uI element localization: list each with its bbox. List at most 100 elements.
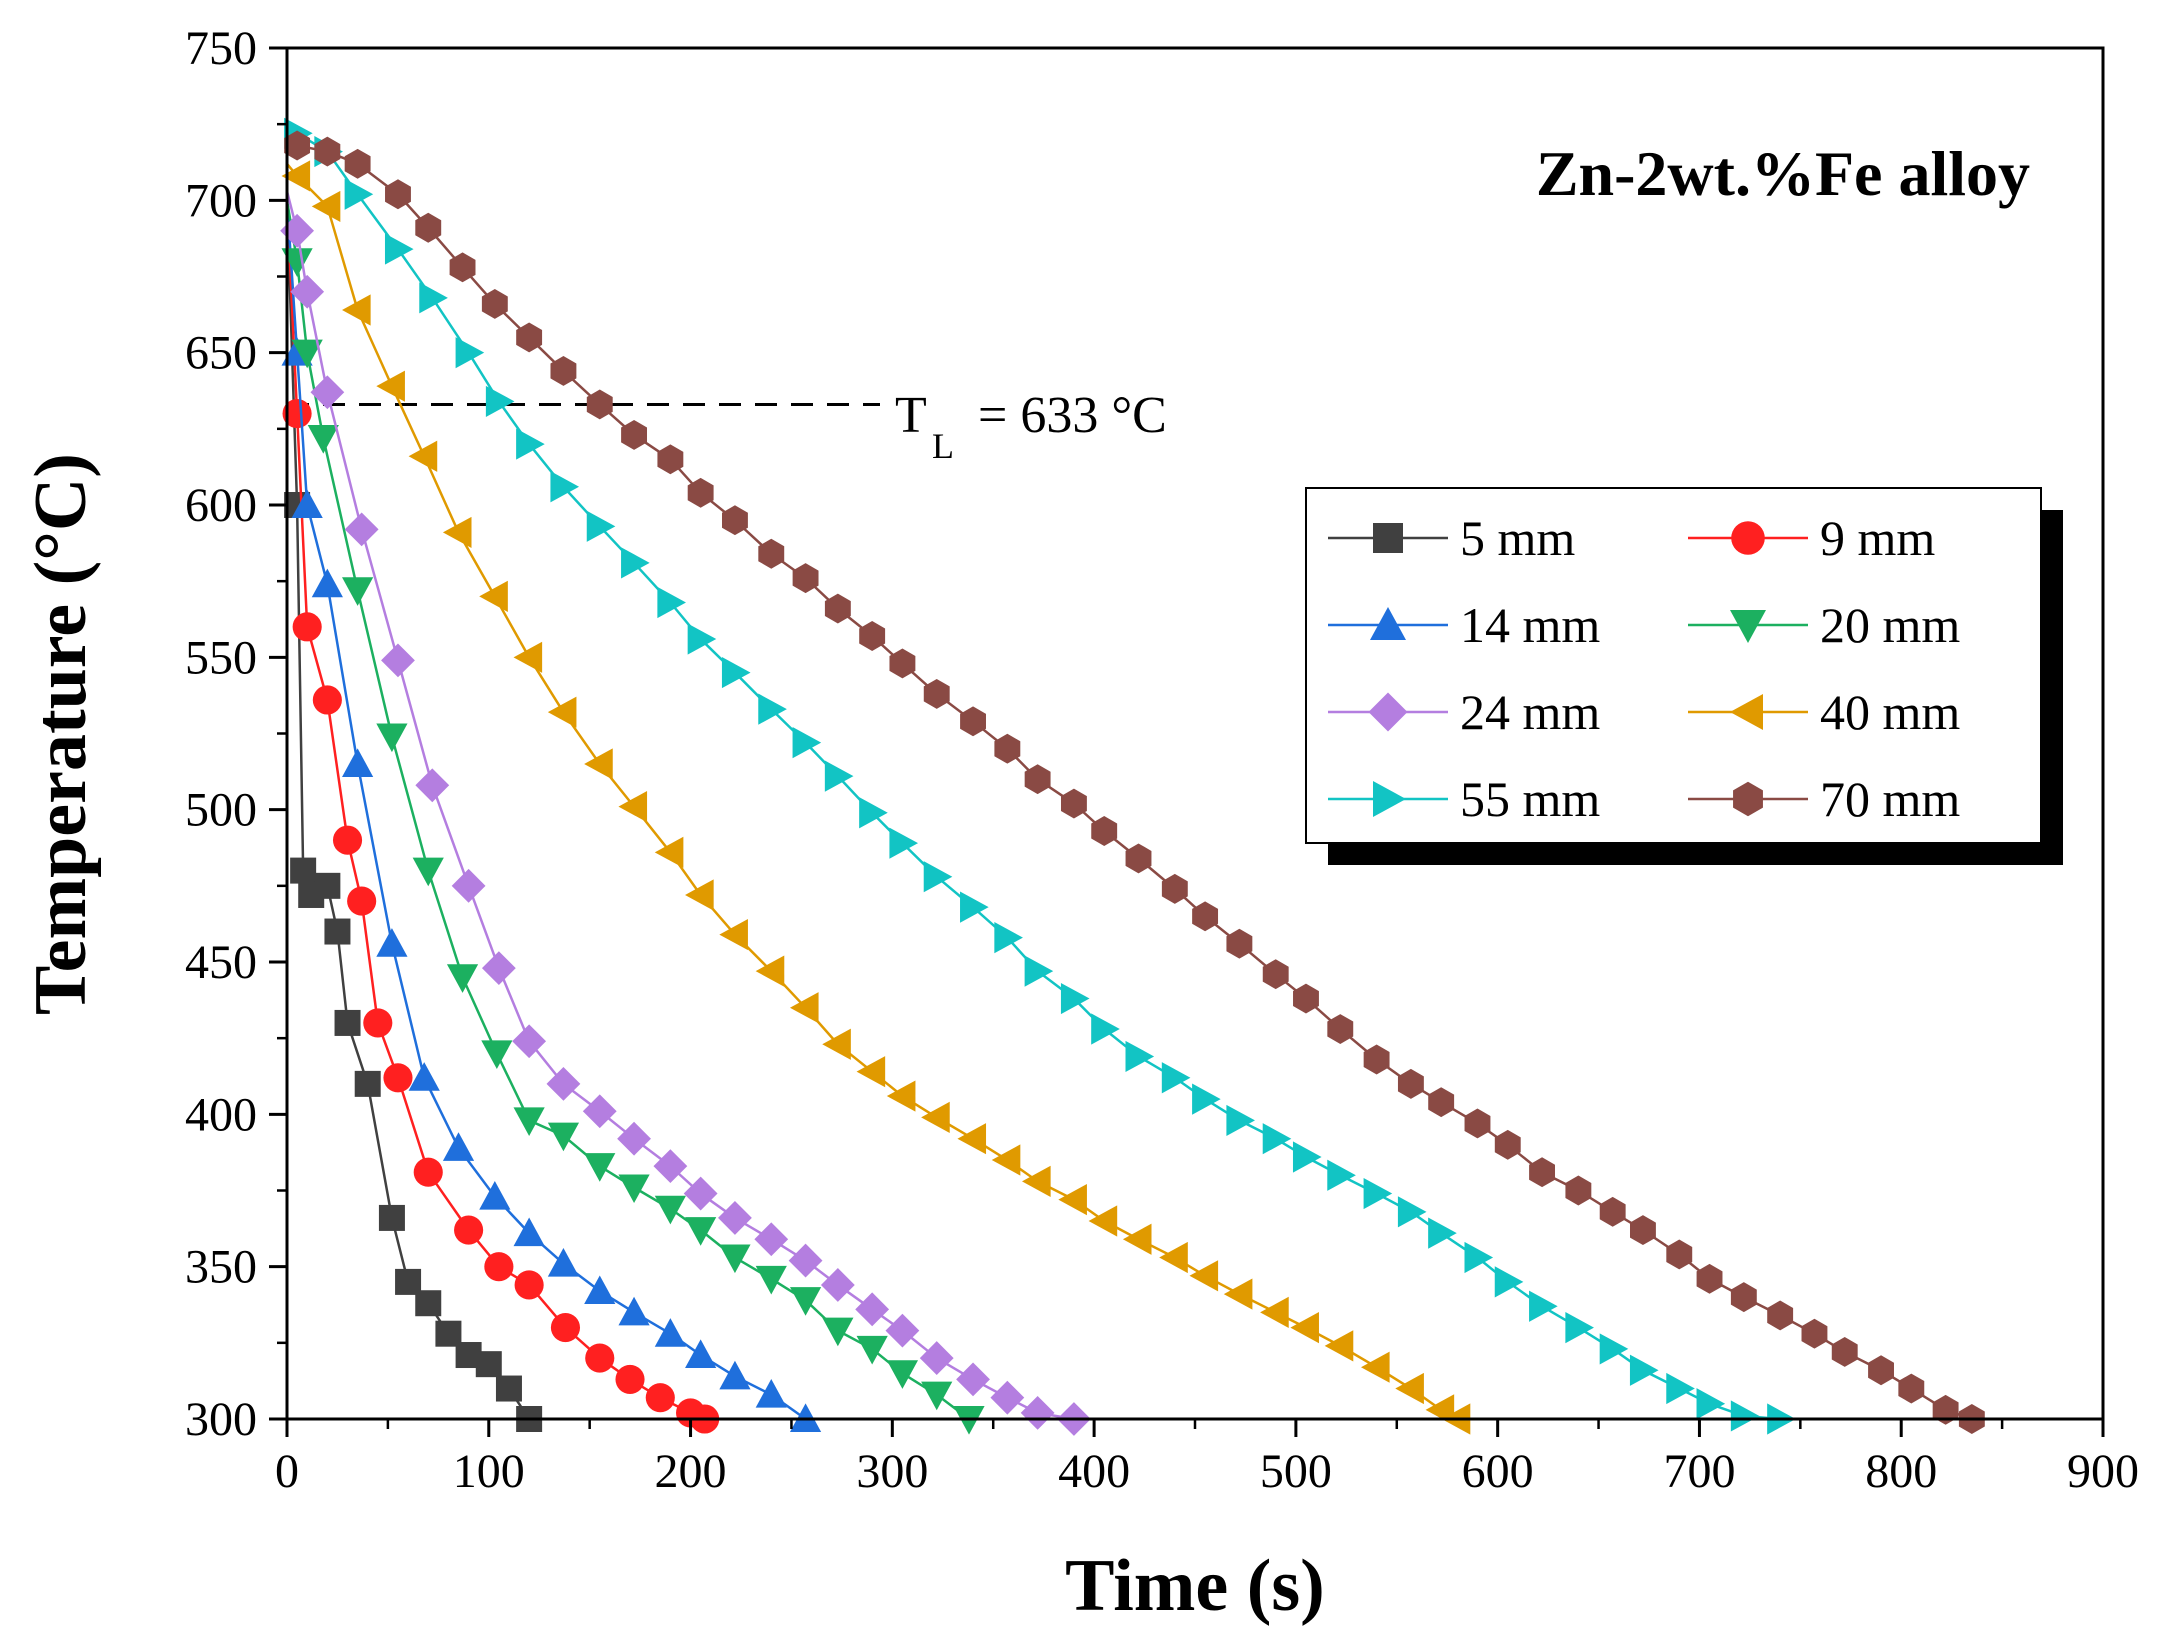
data-point	[282, 399, 312, 429]
data-point	[1125, 843, 1152, 874]
data-point	[342, 748, 374, 777]
data-point	[721, 505, 748, 536]
data-point	[481, 1040, 513, 1069]
x-tick-label: 900	[2067, 1445, 2139, 1498]
data-point	[990, 1380, 1025, 1415]
data-point	[889, 648, 916, 679]
data-point	[822, 1317, 854, 1347]
data-point	[994, 733, 1021, 764]
data-point	[512, 1024, 547, 1059]
data-point	[1696, 1388, 1726, 1420]
data-point	[586, 510, 616, 542]
x-tick-label: 500	[1260, 1445, 1332, 1498]
legend-label: 9 mm	[1820, 510, 1935, 566]
data-point	[585, 1343, 615, 1373]
series-14-mm	[281, 200, 822, 1432]
legend-marker	[1731, 521, 1765, 555]
legend-item: 24 mm	[1328, 684, 1600, 740]
data-point	[291, 489, 323, 518]
data-point	[1464, 1241, 1494, 1274]
data-point	[856, 1335, 888, 1365]
data-point	[1730, 1400, 1760, 1432]
data-point	[923, 861, 953, 893]
data-point	[442, 516, 472, 549]
legend-marker	[1368, 692, 1408, 732]
data-point	[859, 621, 886, 651]
data-point	[354, 1070, 381, 1097]
data-point	[363, 1008, 393, 1038]
data-point	[618, 791, 648, 823]
data-point	[789, 992, 819, 1024]
data-point	[1290, 1312, 1319, 1344]
x-tick-label: 400	[1058, 1445, 1130, 1498]
reference-line-label: T L = 633 °C	[895, 387, 1167, 466]
legend-label: 55 mm	[1460, 771, 1600, 827]
data-point	[1161, 873, 1188, 904]
reference-line-label-rest: = 633 °C	[965, 387, 1167, 444]
data-point	[584, 1275, 616, 1305]
data-point	[991, 1144, 1021, 1176]
data-point	[1428, 1087, 1455, 1118]
data-point	[755, 955, 785, 987]
data-point	[481, 951, 516, 985]
data-point	[284, 130, 311, 161]
series-line	[285, 200, 807, 1421]
data-point	[449, 252, 476, 283]
data-point	[376, 723, 408, 753]
data-point	[1666, 1239, 1693, 1270]
data-point	[1292, 1141, 1322, 1173]
legend-label: 24 mm	[1460, 684, 1600, 740]
data-point	[1091, 816, 1118, 846]
data-point	[1801, 1318, 1828, 1349]
data-point	[758, 693, 787, 725]
data-point	[342, 294, 371, 326]
data-point	[408, 440, 438, 472]
data-point	[653, 1149, 688, 1184]
data-point	[1361, 1351, 1390, 1383]
data-point	[342, 577, 374, 606]
data-point	[1898, 1373, 1925, 1404]
y-tick-label: 700	[185, 174, 257, 227]
data-point	[413, 1157, 443, 1187]
data-point	[1730, 1282, 1757, 1313]
data-point	[314, 872, 341, 899]
legend-marker	[1733, 781, 1763, 817]
data-point	[516, 322, 543, 353]
data-point	[547, 1248, 580, 1277]
data-point	[618, 1296, 650, 1326]
data-point	[312, 685, 342, 715]
data-point	[824, 593, 851, 624]
legend-label: 20 mm	[1820, 597, 1960, 653]
data-point	[1159, 1241, 1188, 1274]
data-point	[960, 891, 989, 923]
reference-line-label-main: T	[895, 387, 927, 444]
data-point	[1397, 1068, 1424, 1099]
legend-label: 70 mm	[1820, 771, 1960, 827]
data-point	[550, 355, 577, 386]
data-point	[1262, 959, 1289, 990]
y-tick-label: 350	[185, 1241, 257, 1294]
legend-box	[1305, 487, 2042, 844]
data-point	[820, 1268, 855, 1302]
data-point	[381, 643, 415, 678]
data-point	[960, 706, 986, 737]
data-point	[479, 580, 508, 612]
data-point	[332, 825, 363, 855]
x-tick-label: 200	[655, 1445, 727, 1498]
x-tick-label: 0	[275, 1445, 299, 1498]
data-point	[442, 1132, 475, 1161]
data-point	[550, 471, 580, 503]
data-point	[484, 1252, 514, 1282]
data-point	[513, 1217, 545, 1247]
data-point	[923, 678, 950, 709]
x-axis-title: Time (s)	[1065, 1545, 1325, 1627]
data-point	[856, 1056, 886, 1088]
data-point	[685, 879, 714, 911]
data-point	[719, 1360, 751, 1390]
series-20-mm	[281, 200, 985, 1435]
data-point	[290, 274, 325, 309]
data-point	[654, 1318, 686, 1347]
data-point	[721, 656, 751, 689]
reference-line-label-sub: L	[932, 426, 954, 466]
data-point	[719, 918, 748, 951]
